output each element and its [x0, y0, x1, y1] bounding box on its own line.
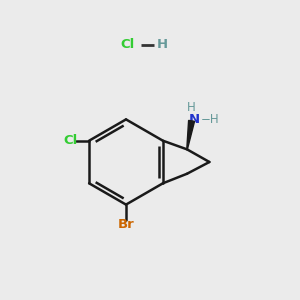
- Text: Cl: Cl: [63, 134, 78, 147]
- Text: N: N: [189, 113, 200, 126]
- Text: H: H: [157, 38, 168, 52]
- Polygon shape: [187, 120, 194, 149]
- Text: −H: −H: [201, 113, 220, 126]
- Text: Cl: Cl: [120, 38, 135, 52]
- Text: H: H: [187, 101, 196, 114]
- Text: Br: Br: [118, 218, 134, 231]
